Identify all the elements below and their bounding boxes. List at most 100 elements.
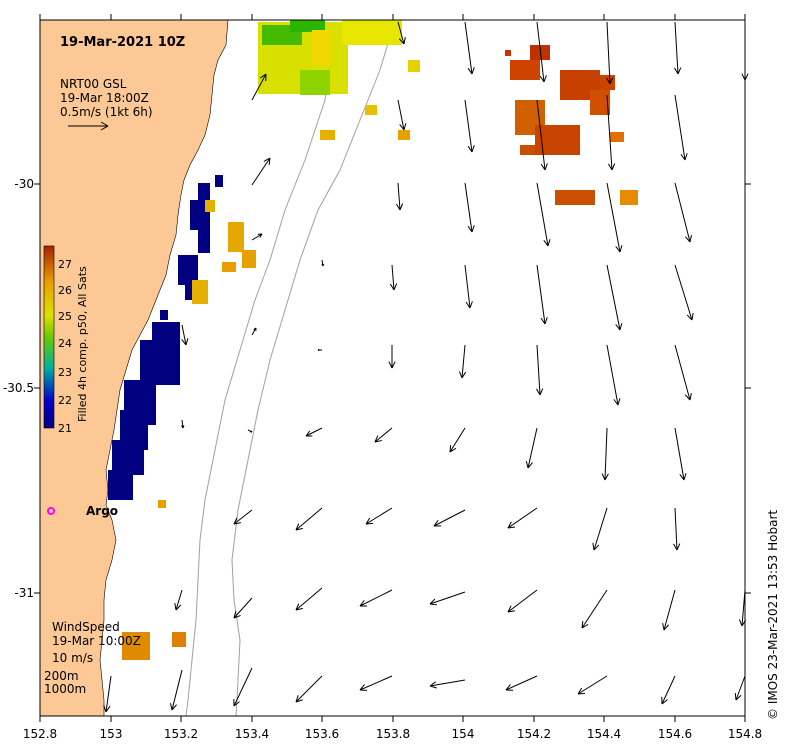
current-arrow — [606, 344, 621, 406]
colorbar-tick: 22 — [58, 394, 72, 407]
isobath-200m — [185, 19, 346, 717]
current-arrow — [464, 21, 475, 75]
current-vectors — [103, 21, 749, 713]
map-title: 19-Mar-2021 10Z — [60, 35, 185, 50]
current-arrow — [505, 675, 538, 691]
current-arrow — [247, 429, 253, 433]
current-arrow — [295, 675, 323, 703]
current-arrow — [233, 597, 253, 619]
current-arrow — [359, 589, 393, 607]
wind-scale-label: 10 m/s — [52, 651, 93, 665]
current-arrow — [317, 348, 322, 352]
argo-label: Argo — [86, 504, 118, 518]
x-tick-label: 154 — [452, 727, 475, 741]
current-arrow — [661, 675, 676, 705]
wind-label: WindSpeed — [52, 620, 120, 634]
current-arrow — [251, 233, 263, 241]
current-arrow — [251, 327, 257, 336]
colorbar-tick: 25 — [58, 310, 72, 323]
current-arrow — [449, 427, 466, 453]
current-arrow — [181, 324, 189, 346]
colorbar-tick: 24 — [58, 337, 72, 350]
wind-time: 19-Mar 10:00Z — [52, 634, 141, 648]
current-arrow — [169, 669, 183, 711]
isobath-200m-label: 200m — [44, 669, 79, 683]
current-arrow — [433, 509, 466, 527]
source-time: 19-Mar 18:00Z — [60, 91, 149, 105]
x-tick-label: 154.4 — [587, 727, 621, 741]
current-arrow — [536, 182, 551, 247]
sst-mid-patches — [122, 105, 410, 660]
current-arrow — [674, 264, 694, 321]
current-arrow — [662, 589, 676, 631]
current-arrow — [103, 675, 112, 713]
current-arrow — [359, 675, 393, 691]
y-tick-label: -31 — [14, 586, 34, 600]
current-arrow — [601, 427, 609, 481]
y-tick-label: -30.5 — [3, 381, 34, 395]
x-tick-label: 154.6 — [658, 727, 692, 741]
sst-cold-patch — [108, 175, 223, 500]
current-arrow — [374, 427, 393, 443]
colorbar-tick: 27 — [58, 258, 72, 271]
current-arrow — [536, 99, 548, 171]
isobath-1000m-label: 1000m — [44, 682, 86, 696]
argo-float-marker — [47, 507, 55, 515]
current-arrow — [674, 344, 692, 401]
current-arrow — [525, 427, 538, 469]
current-arrow — [174, 589, 183, 611]
current-arrow — [536, 21, 547, 83]
current-arrow — [295, 507, 323, 531]
scale-arrow-label: 0.5m/s (1kt 6h) — [60, 105, 153, 119]
current-arrow — [429, 679, 466, 689]
x-axis-labels: 152.8 153 153.2 153.4 153.6 153.8 154 15… — [23, 727, 762, 741]
colorbar-ticks: 27 26 25 24 23 22 21 — [58, 258, 72, 435]
y-axis-labels: -30 -30.5 -31 — [3, 177, 34, 600]
isobath-1000m — [231, 19, 396, 717]
current-arrow — [674, 21, 682, 75]
current-arrow — [674, 427, 687, 481]
colorbar — [43, 245, 55, 429]
axis-ticks — [34, 14, 751, 722]
x-tick-label: 153.4 — [235, 727, 269, 741]
colorbar-tick: 21 — [58, 422, 72, 435]
x-tick-label: 153.6 — [305, 727, 339, 741]
current-arrow — [233, 667, 253, 707]
current-arrow — [734, 675, 746, 701]
current-arrow — [321, 259, 325, 267]
current-arrow — [395, 182, 404, 211]
current-arrow — [507, 507, 538, 529]
land-coastline — [39, 19, 229, 717]
current-arrow — [606, 264, 623, 331]
x-tick-label: 153.8 — [376, 727, 410, 741]
current-arrow — [397, 21, 406, 45]
current-arrow — [251, 73, 267, 101]
x-tick-label: 153.2 — [164, 727, 198, 741]
current-arrow — [305, 427, 323, 437]
colorbar-tick: 26 — [58, 284, 72, 297]
current-arrow — [581, 589, 608, 629]
source-label: NRT00 GSL — [60, 77, 127, 91]
credit-text: © IMOS 23-Mar-2021 13:53 Hobart — [766, 510, 780, 720]
current-arrow — [295, 587, 323, 611]
current-arrow — [458, 344, 467, 379]
current-arrow — [464, 182, 475, 233]
current-arrow — [397, 99, 407, 131]
current-arrow — [606, 182, 623, 253]
current-arrow — [606, 94, 616, 171]
current-arrow — [251, 157, 271, 186]
current-arrow — [429, 591, 466, 606]
current-arrow — [388, 345, 396, 369]
current-arrow — [507, 589, 538, 613]
scale-arrow — [68, 121, 109, 131]
current-arrow — [389, 264, 398, 291]
x-tick-label: 153 — [100, 727, 123, 741]
x-tick-label: 154.8 — [728, 727, 762, 741]
current-arrow — [536, 264, 548, 325]
current-arrow — [674, 94, 688, 161]
current-arrow — [606, 21, 614, 85]
current-arrow — [464, 264, 473, 309]
current-arrow — [673, 507, 681, 551]
current-arrow — [536, 344, 544, 396]
